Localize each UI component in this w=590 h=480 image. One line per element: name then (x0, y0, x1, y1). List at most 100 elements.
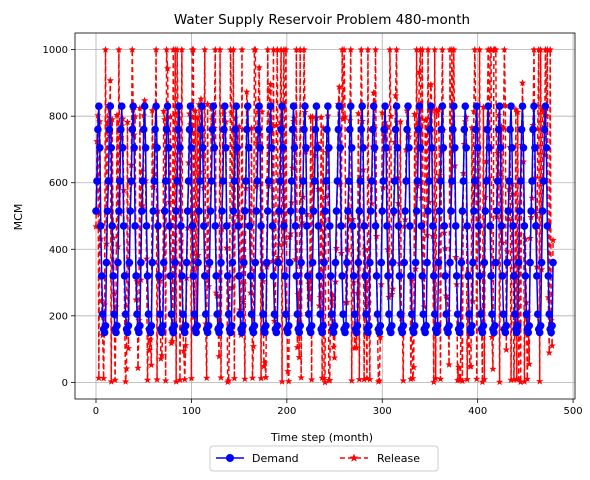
release-point (409, 374, 417, 382)
demand-point (125, 258, 134, 267)
release-point (431, 45, 439, 53)
demand-point (411, 258, 420, 267)
chart-title: Water Supply Reservoir Problem 480-month (174, 12, 470, 28)
demand-point (116, 177, 124, 185)
release-point (340, 45, 348, 53)
demand-point (418, 272, 427, 280)
demand-point (143, 272, 152, 280)
demand-point (367, 207, 375, 215)
demand-point (262, 258, 271, 267)
release-point (376, 333, 384, 341)
release-point (547, 316, 555, 324)
demand-point (127, 177, 136, 185)
demand-point (497, 222, 506, 230)
demand-point (133, 310, 141, 318)
release-point (319, 124, 327, 131)
demand-point (390, 177, 399, 185)
demand-point (478, 328, 487, 337)
demand-point (329, 328, 338, 337)
demand-point (485, 143, 493, 152)
demand-point (515, 207, 524, 215)
demand-point (180, 328, 189, 337)
demand-point (481, 207, 490, 215)
legend-demand-marker (226, 454, 234, 462)
release-point (217, 373, 225, 381)
demand-point (186, 102, 195, 110)
demand-point (304, 272, 312, 280)
demand-point (102, 258, 111, 267)
demand-point (203, 328, 212, 337)
release-point (160, 107, 168, 115)
demand-point (538, 207, 547, 215)
demand-point (369, 102, 378, 110)
release-point (326, 376, 334, 384)
demand-point (131, 222, 139, 230)
demand-point (484, 102, 492, 110)
demand-point (190, 310, 199, 318)
demand-point (370, 143, 379, 152)
release-point (530, 45, 538, 53)
demand-point (510, 272, 518, 280)
demand-point (517, 125, 526, 134)
demand-point (290, 143, 299, 152)
demand-point (113, 322, 121, 330)
demand-point (92, 207, 100, 215)
demand-point (129, 102, 138, 110)
release-point (135, 316, 143, 324)
demand-point (282, 310, 290, 318)
demand-point (519, 143, 528, 152)
demand-point (389, 207, 398, 215)
release-point (295, 353, 303, 361)
demand-point (344, 207, 352, 215)
release-point (204, 100, 212, 108)
release-point (157, 354, 165, 362)
demand-point (155, 272, 163, 280)
demand-point (383, 222, 391, 230)
release-point (363, 374, 371, 382)
demand-point (393, 143, 402, 152)
release-point (134, 364, 142, 372)
release-point (107, 377, 115, 385)
demand-point (234, 222, 242, 230)
release-point (163, 64, 172, 72)
release-point (480, 375, 488, 383)
demand-point (239, 322, 247, 330)
demand-point (112, 328, 120, 337)
demand-point (244, 143, 253, 152)
demand-point (330, 322, 339, 330)
demand-point (169, 328, 178, 337)
demand-point (471, 125, 480, 134)
demand-point (502, 322, 511, 330)
release-point (147, 361, 155, 369)
release-point (158, 351, 166, 359)
release-point (277, 45, 285, 53)
release-point (273, 45, 281, 53)
demand-point (536, 322, 545, 330)
release-point (517, 378, 525, 386)
release-point (284, 367, 292, 375)
release-point (131, 112, 139, 120)
release-point (538, 105, 547, 113)
release-point (432, 374, 440, 382)
release-point (191, 107, 199, 114)
demand-point (304, 310, 313, 318)
demand-point (445, 322, 453, 330)
release-point (168, 337, 176, 345)
demand-point (220, 125, 228, 134)
release-point (549, 236, 557, 244)
demand-point (275, 207, 284, 215)
demand-point (281, 272, 289, 280)
release-point (364, 45, 372, 53)
demand-point (228, 258, 237, 267)
demand-point (441, 272, 450, 280)
release-point (347, 45, 355, 53)
demand-point (296, 322, 304, 330)
demand-point (494, 125, 503, 134)
release-point (262, 373, 270, 381)
release-point (383, 122, 391, 130)
demand-point (309, 207, 318, 215)
demand-point (119, 222, 128, 230)
demand-point (540, 125, 549, 134)
release-point (235, 122, 243, 130)
demand-point (347, 143, 356, 152)
